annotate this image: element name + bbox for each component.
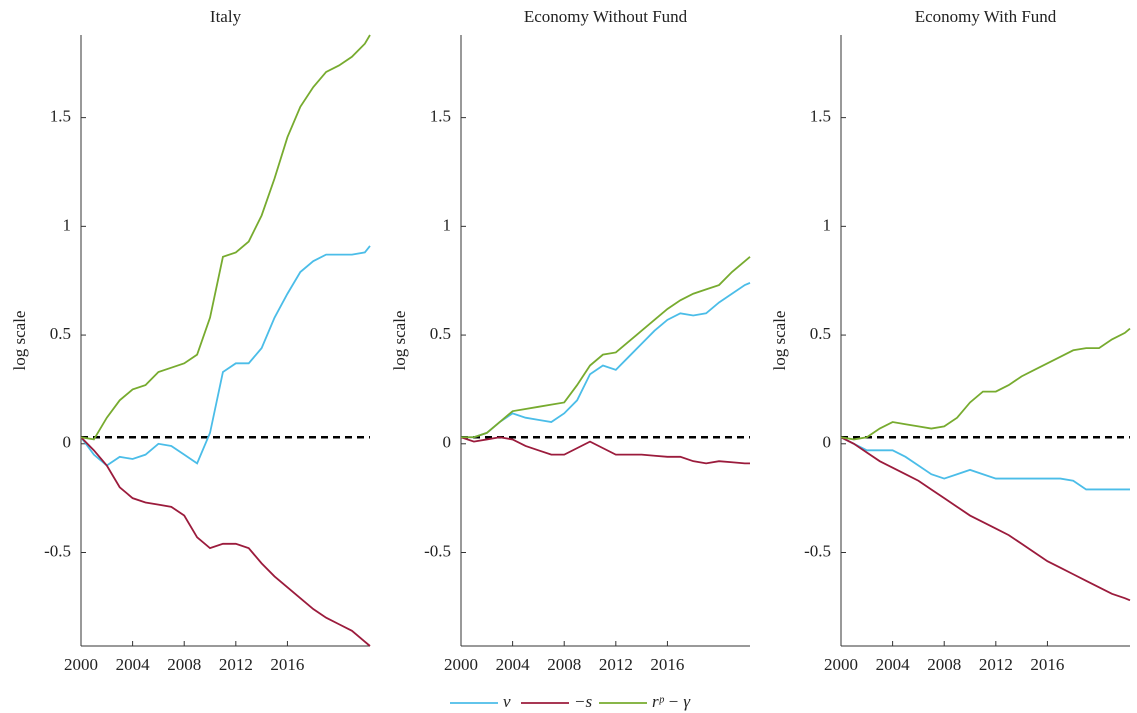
y-tick-label: 1 xyxy=(63,215,72,234)
y-tick-label: 1 xyxy=(823,215,832,234)
y-tick-label: 1 xyxy=(443,215,452,234)
x-tick-label: 2012 xyxy=(979,655,1013,674)
x-tick-label: 2004 xyxy=(116,655,151,674)
chart-title: Italy xyxy=(210,7,242,26)
series-line xyxy=(461,282,751,439)
x-tick-label: 2016 xyxy=(270,655,304,674)
x-tick-label: 2004 xyxy=(876,655,911,674)
y-tick-label: -0.5 xyxy=(44,541,71,560)
series-line xyxy=(80,34,371,441)
x-tick-label: 2008 xyxy=(547,655,581,674)
x-tick-label: 2000 xyxy=(64,655,98,674)
y-tick-label: 0 xyxy=(823,433,832,452)
x-tick-label: 2016 xyxy=(1030,655,1064,674)
series-line xyxy=(460,436,750,465)
x-tick-label: 2000 xyxy=(444,655,478,674)
series-line xyxy=(840,436,1131,602)
y-axis-label: log scale xyxy=(390,311,409,371)
y-axis-label: log scale xyxy=(770,311,789,371)
chart-title: Economy With Fund xyxy=(915,7,1057,26)
x-tick-label: 2004 xyxy=(496,655,531,674)
y-tick-label: 0.5 xyxy=(810,324,831,343)
legend-label: v xyxy=(503,692,511,711)
series-line xyxy=(80,245,371,467)
y-tick-label: 0.5 xyxy=(430,324,451,343)
x-tick-label: 2012 xyxy=(219,655,253,674)
y-tick-label: 1.5 xyxy=(50,107,71,126)
legend-label: rᵖ − γ xyxy=(652,692,691,711)
x-tick-label: 2008 xyxy=(167,655,201,674)
y-tick-label: -0.5 xyxy=(424,541,451,560)
x-tick-label: 2012 xyxy=(599,655,633,674)
y-tick-label: 0 xyxy=(63,433,72,452)
x-tick-label: 2000 xyxy=(824,655,858,674)
series-line xyxy=(80,436,371,647)
x-tick-label: 2008 xyxy=(927,655,961,674)
x-tick-label: 2016 xyxy=(650,655,684,674)
y-tick-label: -0.5 xyxy=(804,541,831,560)
series-line xyxy=(840,436,1130,491)
y-tick-label: 0.5 xyxy=(50,324,71,343)
series-line xyxy=(840,327,1131,441)
chart-title: Economy Without Fund xyxy=(524,7,688,26)
legend-label: −s xyxy=(574,692,592,711)
y-tick-label: 1.5 xyxy=(810,107,831,126)
y-tick-label: 1.5 xyxy=(430,107,451,126)
y-tick-label: 0 xyxy=(443,433,452,452)
series-line xyxy=(461,256,751,439)
y-axis-label: log scale xyxy=(10,311,29,371)
